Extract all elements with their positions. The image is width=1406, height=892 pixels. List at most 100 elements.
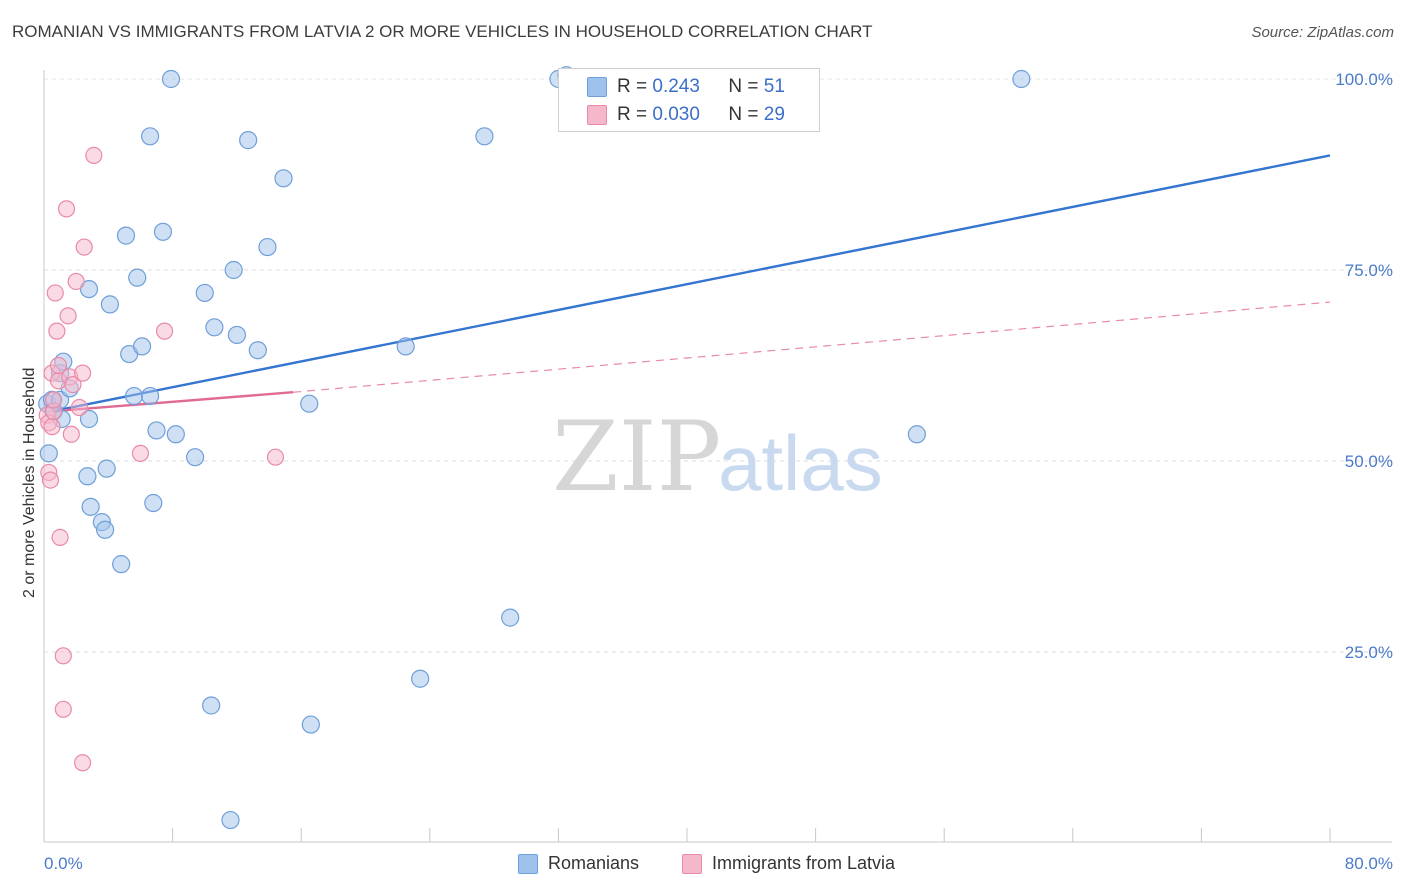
data-point-latvia <box>73 364 92 382</box>
data-point-latvia <box>54 700 72 718</box>
data-point-latvia <box>64 376 82 394</box>
data-point-latvia <box>62 425 80 443</box>
data-point-romanians <box>79 409 99 429</box>
watermark: ZIP atlas <box>552 401 883 513</box>
trend-lines <box>51 154 1331 413</box>
legend-row-romanians: R = 0.243 N = 51 <box>617 75 785 99</box>
y-tick-label: 25.0% <box>1345 643 1393 662</box>
data-point-romanians <box>124 386 144 406</box>
legend-swatch-romanians <box>587 77 607 97</box>
data-point-romanians <box>186 448 205 467</box>
x-tick-label: 80.0% <box>1345 854 1393 873</box>
data-point-romanians <box>239 131 258 150</box>
data-point-latvia <box>59 307 77 325</box>
data-point-romanians <box>39 444 58 463</box>
legend-item-romanians[interactable]: Romanians <box>518 853 639 874</box>
data-point-romanians <box>116 226 136 245</box>
data-point-romanians <box>501 608 520 627</box>
trend-line-romanians <box>51 154 1331 413</box>
r-value: 0.030 <box>652 104 700 125</box>
y-axis-label: 2 or more Vehicles in Household <box>21 368 38 598</box>
data-point-latvia <box>70 398 88 417</box>
r-label: R = <box>617 104 648 125</box>
data-point-latvia <box>51 528 69 547</box>
trend-line-latvia-extended <box>293 301 1331 393</box>
stats-legend: R = 0.243 N = 51 R = 0.030 N = 29 <box>558 68 820 132</box>
data-point-latvia <box>85 146 103 164</box>
data-point-latvia <box>46 284 64 302</box>
y-tick-label: 50.0% <box>1345 452 1393 471</box>
trend-line-latvia <box>51 391 294 413</box>
data-point-romanians <box>1012 69 1031 89</box>
data-point-latvia <box>49 356 68 375</box>
data-point-romanians <box>224 260 243 280</box>
data-point-latvia <box>48 322 66 340</box>
data-point-romanians <box>112 555 131 574</box>
data-point-romanians <box>140 386 160 406</box>
data-point-romanians <box>396 337 415 356</box>
data-points <box>38 66 1031 830</box>
chart-title: ROMANIAN VS IMMIGRANTS FROM LATVIA 2 OR … <box>12 22 873 41</box>
data-point-latvia <box>43 418 61 436</box>
legend-label-latvia: Immigrants from Latvia <box>712 853 896 873</box>
data-point-romanians <box>205 318 224 337</box>
n-label: N = <box>728 76 759 97</box>
data-point-romanians <box>128 268 147 287</box>
data-point-romanians <box>161 69 181 89</box>
r-label: R = <box>617 76 648 97</box>
data-point-latvia <box>266 448 285 466</box>
y-tick-label: 100.0% <box>1335 70 1393 89</box>
data-point-latvia <box>41 471 60 489</box>
data-point-romanians <box>202 696 221 715</box>
data-point-romanians <box>166 425 185 444</box>
data-point-latvia <box>75 238 93 256</box>
n-label: N = <box>728 104 759 125</box>
legend-swatch-latvia <box>682 853 702 874</box>
data-point-romanians <box>248 341 267 360</box>
data-point-latvia <box>73 754 92 772</box>
data-point-latvia <box>54 647 72 665</box>
data-point-romanians <box>195 283 214 303</box>
data-point-romanians <box>78 467 97 486</box>
y-tick-label: 75.0% <box>1345 261 1393 280</box>
data-point-romanians <box>79 280 99 299</box>
data-point-romanians <box>274 169 293 188</box>
grid-lines <box>44 78 1392 653</box>
data-point-romanians <box>475 127 494 146</box>
data-point-romanians <box>147 421 166 440</box>
data-point-romanians <box>258 237 277 257</box>
data-point-romanians <box>301 715 320 734</box>
data-point-romanians <box>153 222 173 241</box>
data-point-romanians <box>221 810 240 830</box>
data-point-romanians <box>100 295 120 314</box>
legend-item-latvia[interactable]: Immigrants from Latvia <box>682 853 895 874</box>
data-point-latvia <box>155 322 174 340</box>
watermark-atlas: atlas <box>718 419 883 507</box>
legend-swatch-romanians <box>518 853 538 874</box>
data-point-romanians <box>411 669 430 688</box>
data-point-latvia <box>67 272 85 291</box>
data-point-romanians <box>97 459 116 478</box>
data-point-romanians <box>227 325 246 345</box>
data-point-romanians <box>140 127 160 146</box>
watermark-zip: ZIP <box>552 401 721 513</box>
x-tick-label: 0.0% <box>44 854 83 873</box>
data-point-romanians <box>907 425 926 444</box>
data-point-latvia <box>45 391 63 409</box>
r-value: 0.243 <box>652 76 700 97</box>
data-point-romanians <box>95 520 115 539</box>
source-label: Source: ZipAtlas.com <box>1251 24 1394 41</box>
data-point-romanians <box>300 394 319 413</box>
legend-swatch-latvia <box>587 105 607 125</box>
data-point-latvia <box>57 200 76 218</box>
legend-label-romanians: Romanians <box>548 853 640 873</box>
tick-labels: 25.0% 50.0% 75.0% 100.0% 0.0% 80.0% <box>44 70 1393 873</box>
data-point-romanians <box>132 337 152 356</box>
n-value: 51 <box>763 76 785 97</box>
data-point-latvia <box>131 444 150 462</box>
n-value: 29 <box>763 104 785 125</box>
data-point-romanians <box>81 497 100 516</box>
legend-row-latvia: R = 0.030 N = 29 <box>617 103 785 127</box>
data-point-romanians <box>144 493 163 513</box>
